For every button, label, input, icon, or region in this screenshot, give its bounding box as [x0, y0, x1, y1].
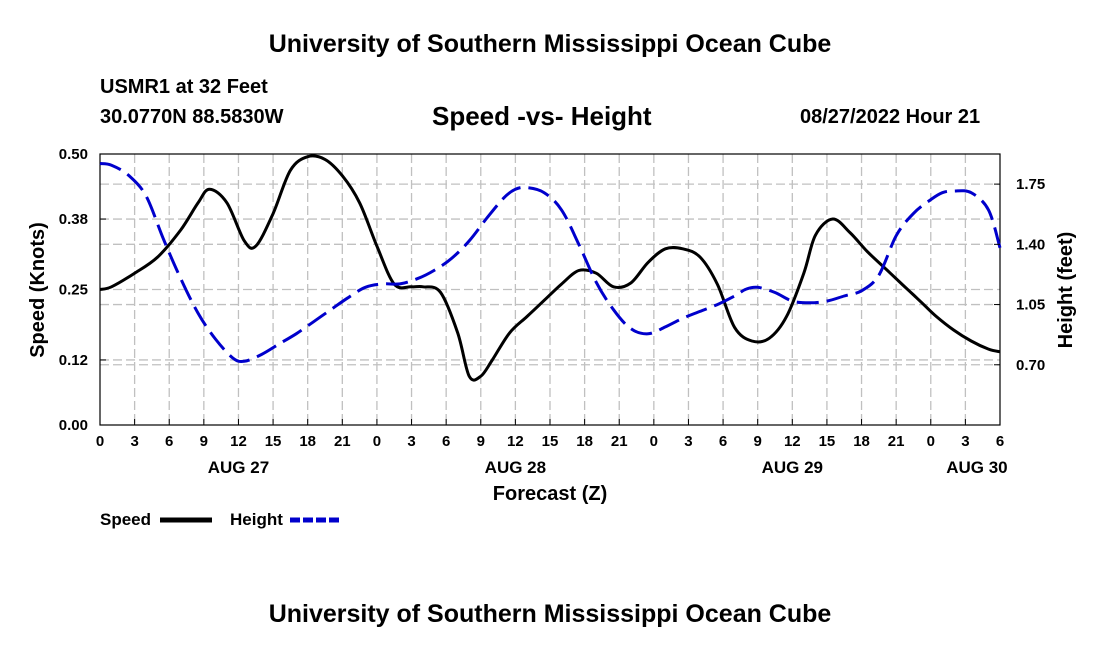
x-tick-label: 0: [927, 433, 935, 450]
y-tick-label: 0.12: [59, 352, 88, 369]
x-tick-label: 18: [299, 433, 316, 450]
y2-axis-label: Height (feet): [1055, 232, 1077, 349]
x-tick-label: 9: [754, 433, 762, 450]
x-tick-label: 18: [576, 433, 593, 450]
axis-layer: 0 3 6 9 12 15 18 21 0 3 6 9 12 15 18 21 0 3 6 9 12 15 18 21 0 3 6 A…: [59, 146, 1045, 477]
x-tick-label: 18: [853, 433, 870, 450]
y2-tick-label: 1.05: [1016, 297, 1045, 314]
x-tick-label: 3: [130, 433, 138, 450]
footer-title: University of Southern Mississippi Ocean…: [268, 600, 832, 628]
x-tick-label: 0: [96, 433, 104, 450]
y2-tick-label: 0.70: [1016, 357, 1045, 374]
x-tick-label: 9: [477, 433, 485, 450]
x-tick-label: 9: [200, 433, 208, 450]
x-tick-label: 6: [996, 433, 1004, 450]
y-tick-label: 0.25: [59, 282, 88, 299]
x-tick-label: 21: [611, 433, 628, 450]
y2-tick-label: 1.75: [1016, 176, 1045, 193]
height-series-line: [99, 162, 1002, 364]
x-tick-label: 6: [165, 433, 173, 450]
legend-speed-label: Speed: [100, 510, 151, 529]
x-axis-label: Forecast (Z): [493, 483, 607, 505]
legend: Speed Height: [100, 510, 342, 529]
x-tick-label: 6: [442, 433, 450, 450]
station-label: USMR1 at 32 Feet: [100, 76, 268, 98]
main-title: University of Southern Mississippi Ocean…: [268, 30, 832, 58]
plot-title: Speed -vs- Height: [432, 101, 652, 131]
station-coords: 30.0770N 88.5830W: [100, 106, 284, 128]
date-label: AUG 27: [208, 458, 269, 477]
series-layer: [99, 154, 1002, 382]
y-tick-label: 0.50: [59, 146, 88, 163]
x-tick-label: 12: [230, 433, 247, 450]
speed-series-line: [99, 154, 1001, 382]
y-axis-label: Speed (Knots): [27, 222, 49, 358]
x-tick-label: 15: [265, 433, 282, 450]
forecast-datetime: 08/27/2022 Hour 21: [800, 106, 981, 128]
date-label: AUG 29: [762, 458, 823, 477]
date-label: AUG 28: [485, 458, 546, 477]
y2-tick-label: 1.40: [1016, 236, 1045, 253]
x-tick-label: 6: [719, 433, 727, 450]
x-tick-label: 0: [373, 433, 381, 450]
x-tick-label: 12: [507, 433, 524, 450]
x-tick-label: 12: [784, 433, 801, 450]
y-tick-label: 0.00: [59, 417, 88, 434]
legend-height-label: Height: [230, 510, 283, 529]
x-tick-label: 15: [819, 433, 836, 450]
x-tick-label: 0: [650, 433, 658, 450]
x-tick-label: 15: [542, 433, 559, 450]
y-tick-label: 0.38: [59, 211, 88, 228]
x-tick-label: 3: [407, 433, 415, 450]
x-tick-label: 3: [684, 433, 692, 450]
date-label: AUG 30: [946, 458, 1007, 477]
x-tick-label: 3: [961, 433, 969, 450]
x-tick-label: 21: [334, 433, 351, 450]
x-tick-label: 21: [888, 433, 905, 450]
